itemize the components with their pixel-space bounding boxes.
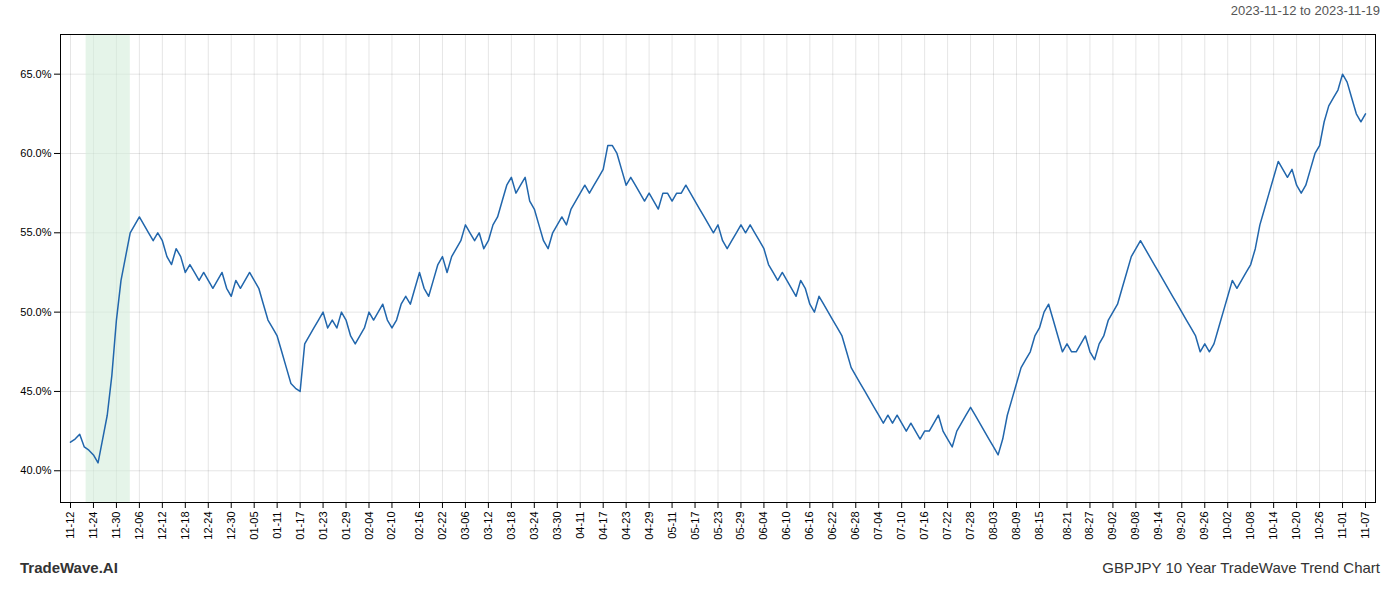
svg-text:40.0%: 40.0% <box>20 464 51 476</box>
svg-text:02-10: 02-10 <box>385 512 397 540</box>
svg-text:06-28: 06-28 <box>849 512 861 540</box>
svg-text:11-01: 11-01 <box>1336 512 1348 539</box>
svg-text:65.0%: 65.0% <box>20 68 51 80</box>
svg-text:05-29: 05-29 <box>734 512 746 540</box>
svg-text:10-14: 10-14 <box>1267 512 1279 540</box>
svg-text:12-30: 12-30 <box>225 512 237 540</box>
svg-text:12-12: 12-12 <box>156 512 168 540</box>
svg-text:05-23: 05-23 <box>712 512 724 540</box>
svg-text:08-21: 08-21 <box>1061 512 1073 540</box>
svg-text:03-12: 03-12 <box>482 512 494 540</box>
svg-text:07-04: 07-04 <box>872 512 884 540</box>
svg-text:03-18: 03-18 <box>505 512 517 540</box>
svg-text:01-23: 01-23 <box>317 512 329 540</box>
svg-text:08-15: 08-15 <box>1033 512 1045 540</box>
svg-text:01-29: 01-29 <box>340 512 352 540</box>
svg-text:09-14: 09-14 <box>1152 512 1164 540</box>
html-text:2023-11-12 to 2023-11-19: 2023-11-12 to 2023-11-19 <box>1230 3 1380 18</box>
html-text:GBPJPY 10 Year TradeWave Trend: GBPJPY 10 Year TradeWave Trend Chart <box>1102 558 1380 576</box>
svg-text:60.0%: 60.0% <box>20 147 51 159</box>
svg-text:04-17: 04-17 <box>597 512 609 540</box>
svg-text:01-11: 01-11 <box>271 512 283 539</box>
svg-text:50.0%: 50.0% <box>20 306 51 318</box>
svg-text:06-16: 06-16 <box>803 512 815 540</box>
svg-text:07-28: 07-28 <box>964 512 976 540</box>
svg-text:12-24: 12-24 <box>202 512 214 540</box>
svg-text:08-27: 08-27 <box>1083 512 1095 540</box>
svg-text:09-26: 09-26 <box>1198 512 1210 540</box>
svg-text:11-07: 11-07 <box>1359 512 1371 539</box>
svg-text:10-20: 10-20 <box>1290 512 1302 540</box>
svg-text:45.0%: 45.0% <box>20 385 51 397</box>
svg-text:02-16: 02-16 <box>413 512 425 540</box>
svg-text:08-03: 08-03 <box>987 512 999 540</box>
svg-text:06-04: 06-04 <box>757 512 769 540</box>
svg-text:04-23: 04-23 <box>620 512 632 540</box>
svg-text:05-17: 05-17 <box>689 512 701 540</box>
svg-text:07-10: 07-10 <box>895 512 907 540</box>
svg-text:02-22: 02-22 <box>436 512 448 540</box>
svg-text:03-24: 03-24 <box>528 512 540 540</box>
svg-text:10-02: 10-02 <box>1221 512 1233 540</box>
svg-text:09-08: 09-08 <box>1129 512 1141 540</box>
html-text:TradeWave.AI: TradeWave.AI <box>20 558 118 576</box>
svg-text:06-22: 06-22 <box>826 512 838 540</box>
svg-text:12-06: 12-06 <box>133 512 145 540</box>
svg-text:09-02: 09-02 <box>1106 512 1118 540</box>
svg-text:01-17: 01-17 <box>294 512 306 540</box>
svg-text:10-26: 10-26 <box>1313 512 1325 540</box>
svg-text:55.0%: 55.0% <box>20 226 51 238</box>
svg-text:12-18: 12-18 <box>179 512 191 540</box>
svg-text:01-05: 01-05 <box>248 512 260 540</box>
svg-text:03-06: 03-06 <box>459 512 471 540</box>
svg-text:11-24: 11-24 <box>87 512 99 539</box>
svg-text:04-11: 04-11 <box>574 512 586 539</box>
svg-text:07-22: 07-22 <box>941 512 953 540</box>
svg-text:09-20: 09-20 <box>1175 512 1187 540</box>
svg-text:04-29: 04-29 <box>643 512 655 540</box>
svg-text:07-16: 07-16 <box>918 512 930 540</box>
svg-text:10-08: 10-08 <box>1244 512 1256 540</box>
svg-text:05-11: 05-11 <box>666 512 678 539</box>
svg-text:06-10: 06-10 <box>780 512 792 540</box>
svg-text:11-30: 11-30 <box>110 512 122 539</box>
svg-text:03-30: 03-30 <box>551 512 563 540</box>
svg-text:11-12: 11-12 <box>64 512 76 539</box>
svg-text:08-09: 08-09 <box>1010 512 1022 540</box>
svg-text:02-04: 02-04 <box>363 512 375 540</box>
